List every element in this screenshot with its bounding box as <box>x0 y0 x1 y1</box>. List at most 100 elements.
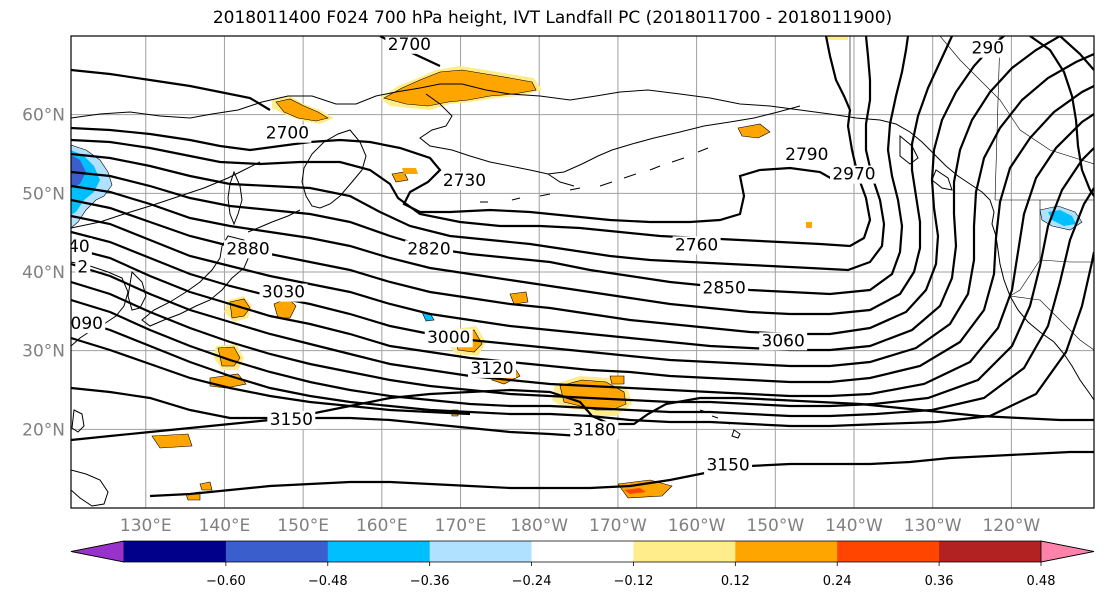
contour-label: 2 <box>77 257 88 277</box>
latitude-labels: 60°N 50°N 40°N 30°N 20°N <box>22 106 65 441</box>
colorbar-segment <box>531 541 634 562</box>
colorbar-segment <box>735 541 838 562</box>
latitude-label: 60°N <box>22 106 65 126</box>
contour-label-backing <box>700 279 749 298</box>
contour-label-backing <box>71 315 106 334</box>
colorbar-segment <box>429 541 533 562</box>
contour-label-backing <box>829 165 878 184</box>
colorbar-tick-label: 0.12 <box>721 574 750 589</box>
ivt-negative-core <box>1048 210 1076 226</box>
colorbar: −0.60 −0.48 −0.36 −0.24 −0.12 0.12 0.24 0.36 0.4… <box>70 540 1095 589</box>
longitude-label: 140°E <box>199 516 251 536</box>
contour-label-backing <box>440 171 489 190</box>
colorbar-tick-label: −0.60 <box>206 574 246 589</box>
contour-label-backing <box>468 359 517 378</box>
contour-label-backing <box>704 456 753 475</box>
contour-label: 3120 <box>470 359 513 379</box>
contour-label: 3060 <box>762 331 805 351</box>
contour-label: 3150 <box>270 410 313 430</box>
contour-label: 290 <box>972 39 1004 59</box>
contour-label: 2820 <box>407 239 450 259</box>
contour-label: 3150 <box>706 456 749 476</box>
contour-label-backing <box>405 240 454 259</box>
longitude-label: 160°W <box>668 516 726 536</box>
longitude-label: 150°E <box>277 516 329 536</box>
longitude-label: 130°E <box>120 516 172 536</box>
contour-label-backing <box>224 240 273 259</box>
contour-label-backing <box>782 145 831 164</box>
colorbar-segment <box>837 541 940 562</box>
ivt-positive-core <box>383 69 537 107</box>
colorbar-tick-label: −0.24 <box>512 574 552 589</box>
map-frame <box>70 35 1095 509</box>
ivt-positive-small <box>737 123 771 139</box>
contour-label: 2790 <box>785 145 828 165</box>
contour-label: 2730 <box>443 171 486 191</box>
longitude-label: 170°E <box>435 516 487 536</box>
colorbar-outline <box>70 540 1095 563</box>
contour-label: 40 <box>68 237 90 257</box>
contour-label-backing <box>385 36 434 54</box>
contour-label: 090 <box>71 314 103 334</box>
contour-label-backing <box>969 39 1007 58</box>
ivt-positive-small <box>402 168 418 174</box>
longitude-label: 160°E <box>356 516 408 536</box>
longitude-label: 150°W <box>746 516 804 536</box>
colorbar-segment <box>633 541 736 562</box>
latitude-label: 30°N <box>22 342 65 362</box>
contour-label-backing <box>263 124 312 143</box>
colorbar-tick-label: −0.36 <box>410 574 450 589</box>
contour-label-backing <box>424 329 473 348</box>
colorbar-extend-high <box>1040 540 1095 563</box>
latitude-label: 50°N <box>22 184 65 204</box>
ivt-positive-small <box>806 222 812 228</box>
ivt-positive-small <box>826 36 848 40</box>
longitude-label: 120°W <box>982 516 1040 536</box>
colorbar-segment <box>225 541 329 562</box>
ivt-negative-strong <box>71 155 86 188</box>
colorbar-segment <box>124 541 227 562</box>
contour-label-backing <box>759 332 808 351</box>
colorbar-tick-label: −0.12 <box>614 574 654 589</box>
latitude-label: 20°N <box>22 420 65 440</box>
ivt-positive-core <box>275 98 329 122</box>
contour-label-backing <box>570 421 619 440</box>
contour-label-backing <box>672 236 721 255</box>
longitude-label: 170°W <box>589 516 647 536</box>
ivt-positive-small <box>151 433 193 449</box>
contour-label-backing <box>71 237 92 256</box>
ivt-positive-strong <box>624 488 646 494</box>
ivt-positive-core <box>229 298 251 319</box>
colorbar-segment <box>327 541 431 562</box>
contour-label: 2970 <box>832 165 875 185</box>
ivt-shading <box>71 36 1083 501</box>
colorbar-extend-low <box>70 540 125 563</box>
contour-label: 2880 <box>226 239 269 259</box>
latitude-label: 40°N <box>22 263 65 283</box>
colorbar-tick-label: 0.48 <box>1027 574 1056 589</box>
ivt-positive-small <box>509 291 529 305</box>
height-contours <box>71 36 1094 498</box>
contour-label: 2850 <box>703 279 746 299</box>
colorbar-segment <box>939 541 1042 562</box>
longitude-labels: 130°E 140°E 150°E 160°E 170°E 180°W 170°W 160°W… <box>120 516 1041 536</box>
colorbar-tick-label: −0.48 <box>308 574 348 589</box>
contour-label-backing <box>267 411 316 430</box>
contour-label: 2760 <box>675 235 718 255</box>
ivt-positive-small <box>609 375 625 385</box>
colorbar-tick-label: 0.24 <box>823 574 852 589</box>
contour-label: 2700 <box>266 124 309 144</box>
contour-label: 3030 <box>262 283 305 303</box>
contour-label-backing <box>75 258 91 277</box>
map-title: 2018011400 F024 700 hPa height, IVT Land… <box>212 8 893 28</box>
longitude-label: 180°W <box>510 516 568 536</box>
contour-label: 2700 <box>388 35 431 55</box>
colorbar-tick-label: 0.36 <box>925 574 954 589</box>
ivt-positive-small <box>199 481 213 491</box>
contour-label: 3000 <box>427 328 470 348</box>
longitude-label: 140°W <box>825 516 883 536</box>
contour-label: 3180 <box>573 420 616 440</box>
contour-label-backing <box>259 283 308 302</box>
